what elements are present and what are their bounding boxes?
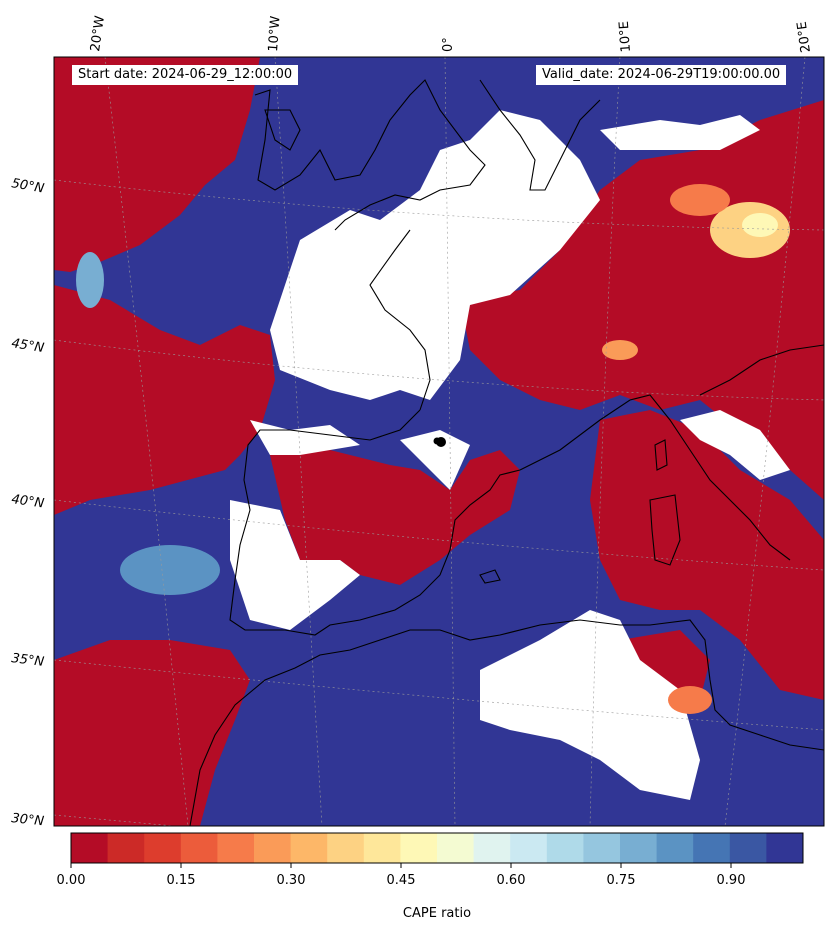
lon-label: 20°W <box>88 15 108 53</box>
colorbar-swatch <box>437 833 475 863</box>
latitude-labels: 50°N 45°N 40°N 35°N 30°N <box>10 176 45 829</box>
colorbar-swatch <box>766 833 804 863</box>
longitude-labels: 20°W 10°W 0° 10°E 20°E <box>88 15 814 54</box>
colorbar <box>71 833 804 863</box>
cape-region-low-atlantic-west <box>54 57 260 272</box>
colorbar-swatch <box>327 833 365 863</box>
lat-label: 40°N <box>10 492 45 511</box>
colorbar-swatch <box>510 833 548 863</box>
colorbar-label: CAPE ratio <box>402 906 472 921</box>
cape-patch-orange-balkans <box>602 340 638 360</box>
colorbar-tick-labels: 0.00 0.15 0.30 0.45 0.60 0.75 0.90 <box>57 873 746 888</box>
colorbar-tick-label: 0.60 <box>497 873 526 888</box>
lon-label: 20°E <box>795 20 814 53</box>
lat-label: 45°N <box>10 336 45 356</box>
colorbar-swatch <box>180 833 218 863</box>
nodata-region-north-africa <box>480 610 700 800</box>
cape-region-low-atlantic-mid <box>54 285 275 515</box>
lat-label: 30°N <box>11 811 45 829</box>
coast-ireland <box>264 109 301 151</box>
coast-italy <box>519 394 791 561</box>
cape-patch-orange-africa <box>668 686 712 714</box>
colorbar-swatch <box>656 833 694 863</box>
colorbar-swatch <box>107 833 145 863</box>
coast-sardinia <box>649 494 681 566</box>
nodata-region-baltic <box>600 115 760 150</box>
colorbar-swatch <box>254 833 292 863</box>
coast-balearic <box>479 569 501 584</box>
lon-label: 10°W <box>266 15 283 52</box>
cape-patch-pale-germany <box>742 213 778 237</box>
colorbar-tick-label: 0.00 <box>57 873 86 888</box>
colorbar-swatch <box>217 833 255 863</box>
colorbar-swatch <box>71 833 109 863</box>
cape-patch-orange-alps <box>670 184 730 216</box>
colorbar-tick-label: 0.45 <box>387 873 416 888</box>
lat-label: 50°N <box>10 176 45 197</box>
lat-label: 35°N <box>11 651 46 670</box>
nodata-region-west-med <box>400 430 470 490</box>
colorbar-swatch <box>400 833 438 863</box>
colorbar-swatch <box>620 833 658 863</box>
graticule <box>54 57 824 826</box>
valid-date-label: Valid_date: 2024-06-29T19:00:00.00 <box>536 65 787 85</box>
nodata-region-biscay <box>270 110 600 400</box>
nodata-region-iberia-north <box>250 420 360 455</box>
colorbar-swatch <box>546 833 584 863</box>
coast-north-sea <box>479 79 601 191</box>
cape-region-low-iberia <box>270 450 520 585</box>
cape-patch-lightblue-iberia <box>120 545 220 595</box>
colorbar-tick-label: 0.75 <box>607 873 636 888</box>
colorbar-tick-label: 0.15 <box>167 873 196 888</box>
nodata-region-iberia-west <box>230 500 360 630</box>
cape-region-low-atlantic-sw <box>54 640 250 826</box>
lon-label: 0° <box>441 37 456 52</box>
coast-france-biscay <box>369 229 431 411</box>
colorbar-swatch <box>729 833 767 863</box>
coastlines <box>189 79 824 826</box>
colorbar-swatch <box>693 833 731 863</box>
start-date-label: Start date: 2024-06-29_12:00:00 <box>72 65 299 85</box>
cape-region-low-italy-sea <box>590 410 824 700</box>
colorbar-swatch <box>363 833 401 863</box>
colorbar-tick-label: 0.30 <box>277 873 306 888</box>
colorbar-swatch <box>144 833 182 863</box>
colorbar-swatch <box>583 833 621 863</box>
cape-region-low-central-europe <box>460 100 824 500</box>
coast-iberia <box>229 409 521 636</box>
lon-label: 10°E <box>617 21 634 53</box>
colorbar-frame <box>70 832 804 864</box>
map-frame <box>53 56 825 827</box>
coast-north-africa <box>189 619 824 826</box>
coast-corsica <box>654 439 668 471</box>
cape-patch-lightblue-atlantic <box>76 252 104 308</box>
colorbar-tick-label: 0.90 <box>717 873 746 888</box>
nodata-region-adriatic <box>680 410 790 480</box>
colorbar-swatch <box>473 833 511 863</box>
colorbar-ticks <box>70 863 732 868</box>
coast-british-isles <box>254 79 486 231</box>
map-panel[interactable] <box>54 57 824 890</box>
colorbar-swatch <box>290 833 328 863</box>
coast-adriatic <box>699 344 824 396</box>
